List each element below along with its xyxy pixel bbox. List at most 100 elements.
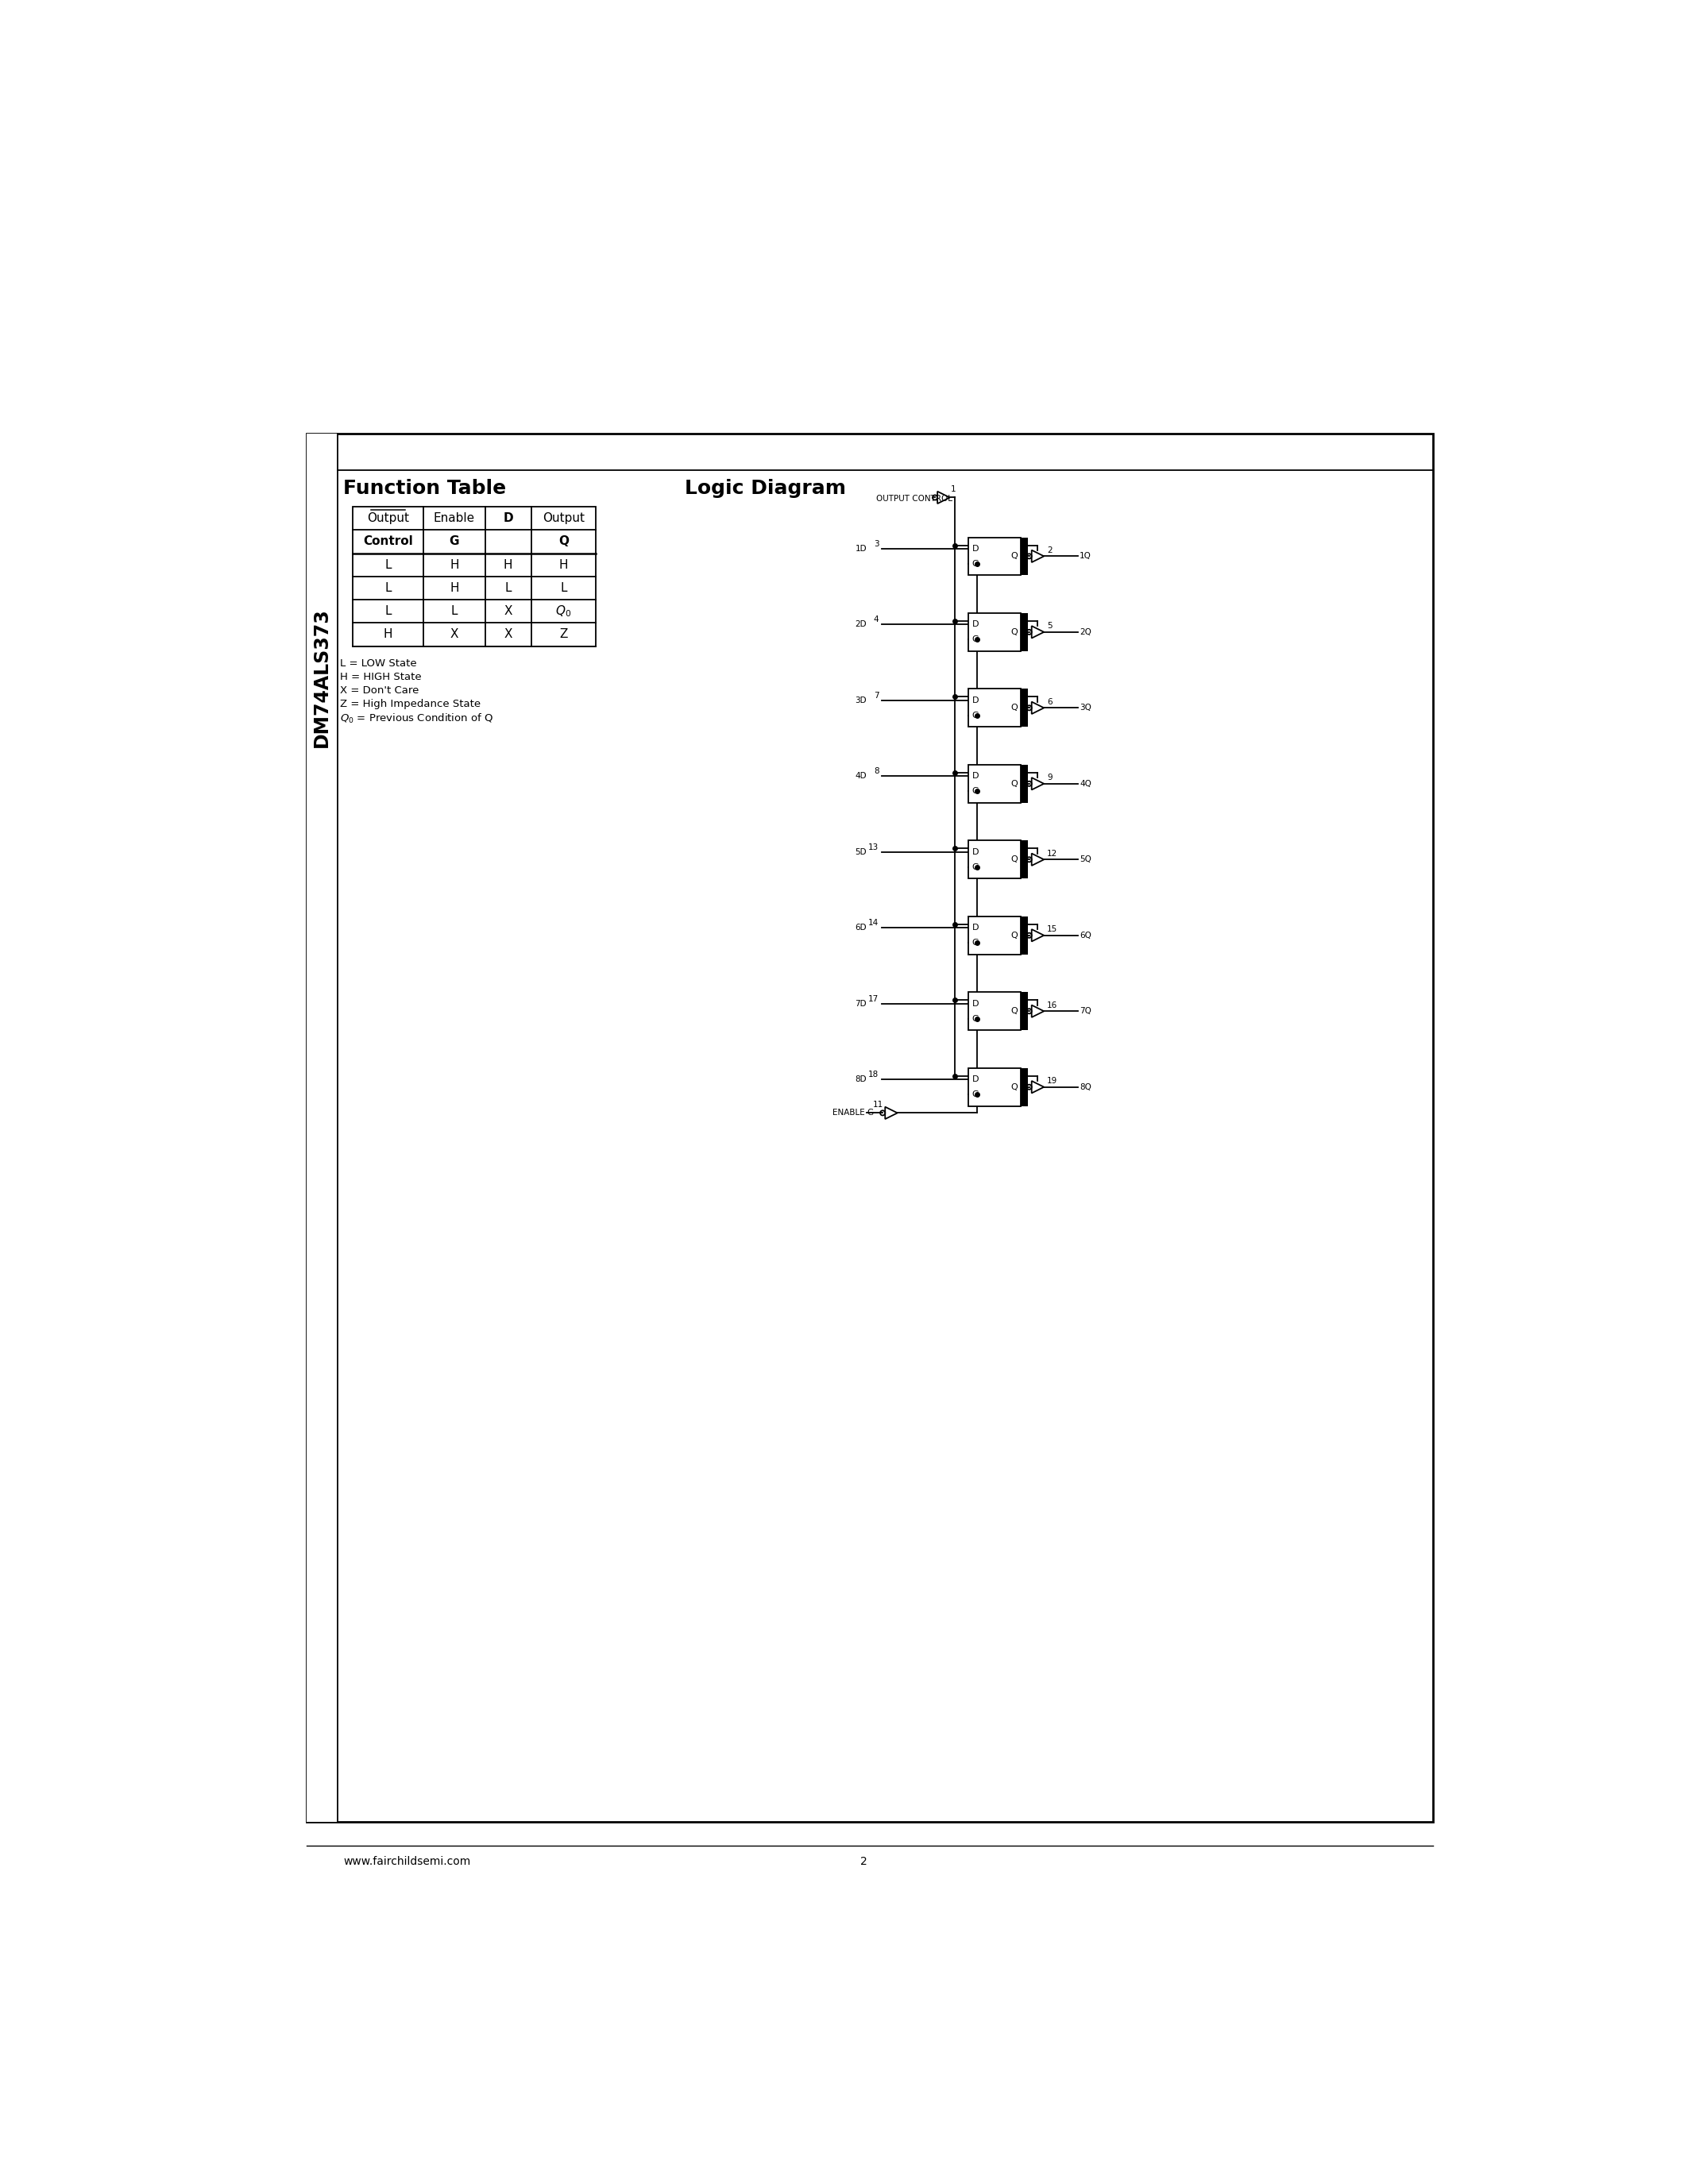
Text: 6D: 6D — [856, 924, 866, 933]
Text: D: D — [972, 773, 979, 780]
Text: X = Don't Care: X = Don't Care — [341, 686, 419, 695]
Bar — [969, 614, 1021, 651]
Text: L: L — [385, 605, 392, 618]
Text: H: H — [559, 559, 567, 570]
Text: 6Q: 6Q — [1080, 930, 1092, 939]
Text: G: G — [972, 1016, 979, 1022]
Text: 6: 6 — [1047, 699, 1052, 705]
Text: 2: 2 — [861, 1856, 868, 1867]
Text: 5D: 5D — [856, 847, 866, 856]
Bar — [969, 917, 1021, 954]
Text: 3D: 3D — [856, 697, 866, 703]
Text: D: D — [972, 924, 979, 933]
Text: D: D — [503, 513, 513, 524]
Text: H: H — [449, 559, 459, 570]
Text: 19: 19 — [1047, 1077, 1058, 1085]
Bar — [969, 537, 1021, 574]
Text: 5: 5 — [1047, 622, 1052, 629]
Text: H: H — [449, 583, 459, 594]
Bar — [969, 764, 1021, 804]
Text: Q: Q — [1011, 856, 1018, 863]
Text: G: G — [972, 712, 979, 719]
Text: Q: Q — [1011, 780, 1018, 788]
Bar — [307, 432, 338, 1821]
Text: Z = High Impedance State: Z = High Impedance State — [341, 699, 481, 710]
Bar — [969, 992, 1021, 1031]
Bar — [1021, 992, 1028, 1031]
Text: 2: 2 — [1047, 546, 1052, 555]
Text: G: G — [972, 636, 979, 644]
Text: 2Q: 2Q — [1080, 629, 1092, 636]
Text: G: G — [972, 786, 979, 795]
Text: Q: Q — [1011, 930, 1018, 939]
Text: 7: 7 — [874, 692, 879, 699]
Text: Enable: Enable — [434, 513, 474, 524]
Text: 13: 13 — [868, 843, 879, 852]
Text: Z: Z — [559, 629, 567, 640]
Text: 4D: 4D — [856, 773, 866, 780]
Text: D: D — [972, 544, 979, 553]
Text: 1: 1 — [950, 485, 955, 494]
Text: Output: Output — [366, 513, 408, 524]
Text: Q: Q — [559, 535, 569, 548]
Text: X: X — [503, 605, 511, 618]
Text: L: L — [385, 559, 392, 570]
Bar — [1021, 841, 1028, 878]
Text: 4: 4 — [874, 616, 879, 625]
Text: D: D — [972, 1000, 979, 1007]
Text: 3Q: 3Q — [1080, 703, 1092, 712]
Text: G: G — [972, 1090, 979, 1099]
Text: 1Q: 1Q — [1080, 553, 1092, 559]
Text: 3: 3 — [874, 539, 879, 548]
Text: G: G — [972, 863, 979, 871]
Text: 16: 16 — [1047, 1000, 1058, 1009]
Text: Q: Q — [1011, 1007, 1018, 1016]
Bar — [1021, 917, 1028, 954]
Text: 15: 15 — [1047, 926, 1058, 933]
Text: $Q_0$ = Previous Condition of Q: $Q_0$ = Previous Condition of Q — [341, 712, 493, 725]
Text: L = LOW State: L = LOW State — [341, 657, 417, 668]
Bar — [969, 688, 1021, 727]
Text: 18: 18 — [868, 1070, 879, 1079]
Text: 5Q: 5Q — [1080, 856, 1092, 863]
Bar — [969, 841, 1021, 878]
Text: 7Q: 7Q — [1080, 1007, 1092, 1016]
Text: G: G — [972, 939, 979, 948]
Text: H: H — [503, 559, 513, 570]
Text: Q: Q — [1011, 629, 1018, 636]
Text: X: X — [503, 629, 511, 640]
Text: 7D: 7D — [856, 1000, 866, 1007]
Text: 8D: 8D — [856, 1075, 866, 1083]
Text: H = HIGH State: H = HIGH State — [341, 673, 422, 681]
Text: ENABLE G: ENABLE G — [832, 1109, 874, 1116]
Bar — [1021, 688, 1028, 727]
Text: L: L — [505, 583, 511, 594]
Text: www.fairchildsemi.com: www.fairchildsemi.com — [343, 1856, 471, 1867]
Text: D: D — [972, 697, 979, 703]
Text: $Q_0$: $Q_0$ — [555, 603, 572, 618]
Text: 8Q: 8Q — [1080, 1083, 1092, 1092]
Bar — [1021, 614, 1028, 651]
Text: Output: Output — [542, 513, 584, 524]
Text: Q: Q — [1011, 1083, 1018, 1092]
Bar — [1021, 1068, 1028, 1105]
Text: D: D — [972, 847, 979, 856]
Text: 9: 9 — [1047, 773, 1052, 782]
Text: L: L — [560, 583, 567, 594]
Bar — [353, 507, 596, 646]
Text: 1D: 1D — [856, 544, 866, 553]
Text: 2D: 2D — [856, 620, 866, 629]
Text: 12: 12 — [1047, 850, 1058, 858]
Text: 11: 11 — [873, 1101, 883, 1107]
Text: H: H — [383, 629, 393, 640]
Text: 8: 8 — [874, 767, 879, 775]
Bar — [969, 1068, 1021, 1105]
Text: Control: Control — [363, 535, 414, 548]
Text: 14: 14 — [868, 919, 879, 926]
Text: Q: Q — [1011, 703, 1018, 712]
Text: G: G — [449, 535, 459, 548]
Text: G: G — [972, 559, 979, 568]
Text: DM74ALS373: DM74ALS373 — [312, 607, 331, 747]
Text: L: L — [451, 605, 457, 618]
Bar — [1021, 537, 1028, 574]
